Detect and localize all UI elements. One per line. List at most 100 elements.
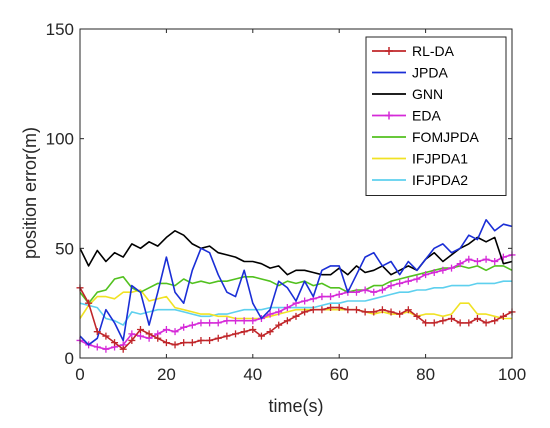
series-marker-rl-da	[413, 312, 421, 320]
y-tick-label: 100	[46, 130, 74, 149]
series-marker-rl-da	[292, 312, 300, 320]
y-tick-label: 150	[46, 20, 74, 39]
series-marker-rl-da	[301, 308, 309, 316]
legend-marker	[385, 111, 393, 120]
series-marker-rl-da	[422, 319, 430, 327]
series-marker-eda	[482, 255, 490, 263]
series-marker-eda	[448, 264, 456, 272]
legend-label: EDA	[412, 108, 441, 124]
series-marker-eda	[214, 319, 222, 327]
y-tick-label: 0	[65, 349, 74, 368]
series-marker-eda	[491, 257, 499, 265]
series-marker-rl-da	[119, 345, 127, 353]
x-tick-label: 60	[330, 365, 349, 384]
series-marker-rl-da	[309, 306, 317, 314]
x-tick-label: 80	[416, 365, 435, 384]
series-marker-eda	[465, 255, 473, 263]
legend-label: IFJPDA2	[412, 172, 468, 188]
series-marker-rl-da	[240, 328, 248, 336]
series-marker-eda	[387, 282, 395, 290]
series-marker-rl-da	[482, 319, 490, 327]
series-marker-rl-da	[102, 332, 110, 340]
series-line-fomjpda	[79, 265, 513, 305]
series-marker-eda	[473, 257, 481, 265]
series-marker-rl-da	[318, 306, 326, 314]
series-marker-eda	[352, 288, 360, 296]
series-marker-rl-da	[404, 306, 412, 314]
legend-label: FOMJPDA	[412, 129, 480, 145]
legend-label: GNN	[412, 86, 443, 102]
series-marker-eda	[413, 275, 421, 283]
series-line-jpda	[79, 219, 513, 346]
series-marker-rl-da	[473, 315, 481, 323]
x-tick-label: 100	[498, 365, 526, 384]
series-marker-rl-da	[232, 330, 240, 338]
series-marker-eda	[404, 277, 412, 285]
series-marker-rl-da	[283, 317, 291, 325]
series-marker-eda	[327, 293, 335, 301]
series-marker-eda	[180, 323, 188, 331]
series-marker-rl-da	[335, 304, 343, 312]
series-marker-rl-da	[111, 339, 119, 347]
series-marker-rl-da	[352, 306, 360, 314]
series-marker-rl-da	[85, 299, 93, 307]
series-marker-rl-da	[396, 310, 404, 318]
series-marker-rl-da	[257, 332, 265, 340]
series-marker-rl-da	[361, 308, 369, 316]
series-marker-rl-da	[378, 306, 386, 314]
x-tick-label: 20	[157, 365, 176, 384]
series-marker-rl-da	[491, 317, 499, 325]
series-marker-eda	[128, 330, 136, 338]
series-marker-eda	[378, 286, 386, 294]
series-marker-eda	[439, 266, 447, 274]
legend: RL-DA JPDA GNN EDA FOMJPDA IFJPDA1 IFJPDA2	[365, 36, 507, 196]
series-marker-eda	[318, 293, 326, 301]
legend-label: IFJPDA1	[412, 151, 468, 167]
series-marker-rl-da	[162, 339, 170, 347]
series-marker-eda	[171, 328, 179, 336]
series-marker-rl-da	[223, 332, 231, 340]
series-marker-eda	[275, 308, 283, 316]
x-tick-label: 40	[243, 365, 262, 384]
series-marker-eda	[370, 288, 378, 296]
series-marker-rl-da	[344, 306, 352, 314]
legend-label: JPDA	[412, 65, 448, 81]
series-marker-eda	[188, 321, 196, 329]
series-marker-eda	[162, 325, 170, 333]
legend-marker	[385, 47, 393, 55]
legend-label: RL-DA	[412, 43, 455, 59]
x-axis-label: time(s)	[269, 396, 324, 416]
series-marker-eda	[335, 290, 343, 298]
series-marker-eda	[136, 332, 144, 340]
series-marker-eda	[197, 319, 205, 327]
series-marker-rl-da	[93, 328, 101, 336]
series-marker-eda	[232, 317, 240, 325]
series-marker-rl-da	[430, 319, 438, 327]
series-marker-rl-da	[206, 336, 214, 344]
y-tick-label: 50	[55, 239, 74, 258]
series-marker-eda	[283, 304, 291, 312]
series-marker-eda	[361, 286, 369, 294]
series-layer	[76, 219, 516, 353]
series-marker-rl-da	[154, 334, 162, 342]
series-marker-eda	[206, 319, 214, 327]
series-marker-rl-da	[448, 315, 456, 323]
x-tick-label: 0	[75, 365, 84, 384]
series-marker-eda	[301, 297, 309, 305]
series-marker-rl-da	[275, 321, 283, 329]
series-marker-rl-da	[370, 308, 378, 316]
tick-layer: 0 20 40 60 80 100 0 50 100 150	[46, 20, 527, 384]
series-marker-eda	[102, 345, 110, 353]
series-marker-rl-da	[456, 319, 464, 327]
series-marker-rl-da	[465, 319, 473, 327]
series-line-ifjpda1	[79, 289, 512, 320]
series-marker-rl-da	[249, 325, 257, 333]
plot-border	[79, 28, 513, 359]
series-marker-eda	[266, 310, 274, 318]
series-marker-eda	[249, 317, 257, 325]
series-marker-eda	[396, 279, 404, 287]
series-marker-eda	[223, 317, 231, 325]
series-marker-eda	[93, 343, 101, 351]
series-marker-rl-da	[387, 308, 395, 316]
